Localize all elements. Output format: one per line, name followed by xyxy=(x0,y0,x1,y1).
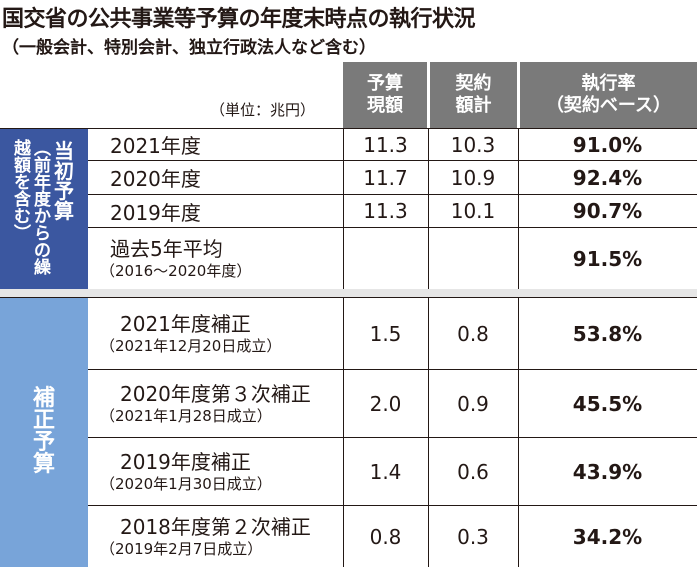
page-title: 国交省の公共事業等予算の年度末時点の執行状況 xyxy=(2,7,476,32)
header-contract: 契約 額計 xyxy=(430,62,517,128)
table-rule xyxy=(0,297,697,298)
row-label: 2020年度第３次補正 xyxy=(120,381,311,406)
main-budget-note-left: 越額を含む ︶ xyxy=(14,138,31,244)
budget-value: 11.3 xyxy=(363,199,408,223)
table-row: 2020年度第３次補正 （2021年1月28日成立） 2.0 0.9 45.5% xyxy=(88,370,697,437)
table-rule xyxy=(0,128,697,129)
rate-value: 92.4% xyxy=(572,165,643,190)
rate-value: 91.5% xyxy=(572,246,643,271)
row-label: 2019年度 xyxy=(110,200,201,225)
rate-value: 34.2% xyxy=(572,524,643,549)
row-sublabel: （2019年2月7日成立） xyxy=(100,539,263,558)
table-row: 2021年度補正 （2021年12月20日成立） 1.5 0.8 53.8% xyxy=(88,298,697,369)
unit-label: （単位：兆円） xyxy=(210,101,316,119)
contract-value: 0.3 xyxy=(457,524,489,549)
table-rule xyxy=(88,437,697,438)
supplementary-title: 補正予算 xyxy=(32,386,55,477)
row-label: 2020年度 xyxy=(110,167,201,191)
rate-value: 53.8% xyxy=(572,321,643,346)
page-subtitle: （一般会計、特別会計、独立行政法人など含む） xyxy=(2,38,376,58)
budget-value: 11.3 xyxy=(363,132,408,157)
budget-value: 0.8 xyxy=(369,524,402,549)
rate-value: 90.7% xyxy=(572,199,643,223)
contract-value: 10.3 xyxy=(450,132,496,157)
table-row: 2019年度補正 （2020年1月30日成立） 1.4 0.6 43.9% xyxy=(88,438,697,505)
contract-value: 0.9 xyxy=(457,391,489,416)
rate-value: 91.0% xyxy=(572,132,643,157)
table-row-average: 過去5年平均 （2016〜2020年度） 91.5% xyxy=(88,228,697,289)
row-label: 2021年度 xyxy=(110,134,201,158)
budget-value: 11.7 xyxy=(363,165,408,190)
rate-value: 43.9% xyxy=(572,459,643,484)
table-rule xyxy=(88,194,697,195)
contract-value: 10.1 xyxy=(450,199,496,223)
table-rule xyxy=(88,227,697,228)
row-sublabel: （2016〜2020年度） xyxy=(100,261,252,280)
main-budget-title: 当初予算 xyxy=(54,138,74,223)
row-label: 過去5年平均 xyxy=(110,236,223,261)
section-gap xyxy=(0,289,697,297)
main-budget-note-right: ︵ 前年度からの繰 xyxy=(34,138,51,278)
row-label: 2021年度補正 xyxy=(120,311,251,336)
row-sublabel: （2020年1月30日成立） xyxy=(100,474,272,493)
table-rule xyxy=(88,369,697,370)
header-budget: 予算 現額 xyxy=(343,62,427,128)
header-rate: 執行率 （契約ベース） xyxy=(520,62,697,128)
row-label: 2018年度第２次補正 xyxy=(120,514,311,539)
table-rule xyxy=(88,160,697,161)
table-rule xyxy=(88,505,697,506)
table-row: 2018年度第２次補正 （2019年2月7日成立） 0.8 0.3 34.2% xyxy=(88,506,697,567)
budget-value: 1.5 xyxy=(369,321,402,346)
contract-value: 10.9 xyxy=(450,165,496,190)
rate-value: 45.5% xyxy=(572,391,643,416)
budget-value: 1.4 xyxy=(369,459,402,484)
budget-value: 2.0 xyxy=(369,391,402,416)
row-sublabel: （2021年1月28日成立） xyxy=(100,406,272,425)
main-budget-label: 当初予算 ︵ 前年度からの繰 越額を含む ︶ xyxy=(0,128,88,289)
row-sublabel: （2021年12月20日成立） xyxy=(100,336,282,355)
supplementary-budget-label: 補正予算 xyxy=(0,297,88,567)
table-row: 2021年度 11.3 10.3 91.0% xyxy=(88,129,697,160)
contract-value: 0.6 xyxy=(457,459,489,484)
row-label: 2019年度補正 xyxy=(120,449,251,474)
contract-value: 0.8 xyxy=(457,321,489,346)
table-row: 2019年度 11.3 10.1 90.7% xyxy=(88,195,697,227)
table-row: 2020年度 11.7 10.9 92.4% xyxy=(88,161,697,194)
